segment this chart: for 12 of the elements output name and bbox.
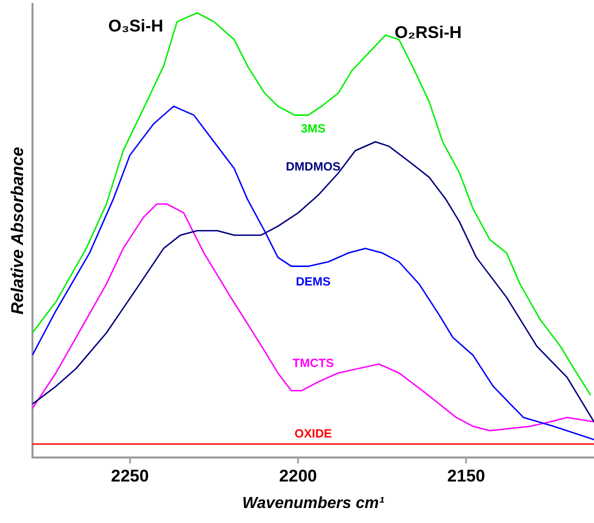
annotation: O₃Si-H bbox=[108, 16, 164, 36]
series-label: DEMS bbox=[296, 274, 331, 289]
x-tick-label: 2250 bbox=[111, 466, 149, 486]
series-label: DMDMOS bbox=[286, 159, 341, 174]
series-label: OXIDE bbox=[294, 426, 332, 440]
annotation: O₂RSi-H bbox=[394, 23, 462, 42]
series-label: 3MS bbox=[300, 121, 326, 136]
series-label: TMCTS bbox=[292, 356, 334, 370]
x-tick-label: 2150 bbox=[447, 466, 486, 486]
y-axis-title: Relative Absorbance bbox=[8, 146, 27, 314]
x-tick-label: 2200 bbox=[279, 466, 317, 486]
x-axis-title: Wavenumbers cm¹ bbox=[242, 494, 385, 512]
